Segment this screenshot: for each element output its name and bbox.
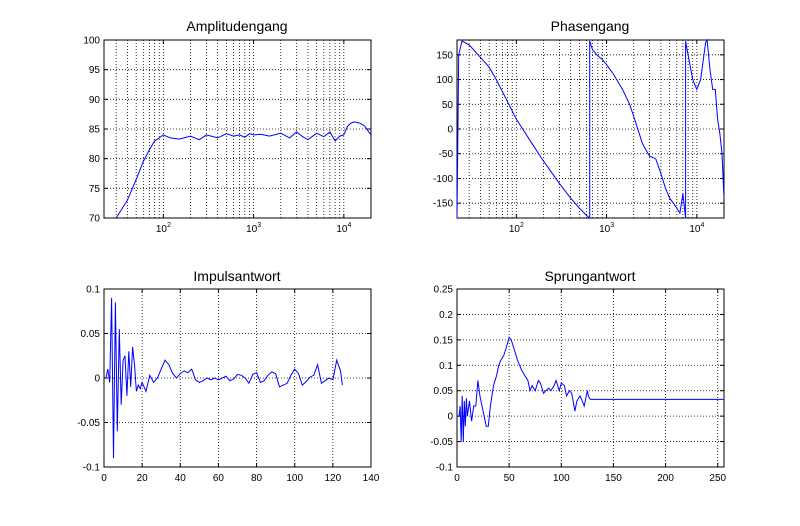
y-tick-label: 0 bbox=[447, 412, 453, 423]
y-tick-label: -0.1 bbox=[436, 463, 454, 474]
series-layer bbox=[105, 297, 343, 459]
axes-box bbox=[456, 39, 725, 219]
series-line bbox=[115, 121, 372, 219]
series-line bbox=[105, 297, 343, 459]
axes-box bbox=[103, 288, 372, 468]
x-tick-label: 100 bbox=[286, 473, 303, 484]
y-tick-label: 0.05 bbox=[81, 329, 101, 340]
x-tick-label: 0 bbox=[101, 473, 107, 484]
y-tick-label: -150 bbox=[433, 199, 453, 210]
plot-title: Amplitudengang bbox=[186, 18, 287, 34]
tick-layer: -150 -100 -50 0 50 100 150 102 103 104 bbox=[433, 40, 724, 235]
x-tick-label: 120 bbox=[325, 473, 342, 484]
y-tick-label: -0.05 bbox=[77, 418, 100, 429]
axes-box bbox=[103, 39, 372, 219]
tick-layer: -0.1 -0.05 0 0.05 0.1 0 20 40 60 80 100 120 140 bbox=[77, 285, 380, 485]
axes-box bbox=[456, 288, 725, 468]
series-layer bbox=[115, 121, 372, 219]
x-tick-label: 102 bbox=[509, 222, 524, 235]
x-tick-label: 150 bbox=[605, 473, 622, 484]
y-tick-label: 90 bbox=[89, 95, 101, 106]
x-tick-label: 104 bbox=[689, 222, 704, 235]
y-tick-label: 0.15 bbox=[434, 335, 454, 346]
x-tick-label: 100 bbox=[553, 473, 570, 484]
x-tick-label: 102 bbox=[156, 222, 171, 235]
y-tick-label: 0 bbox=[94, 374, 100, 385]
grid-layer bbox=[104, 289, 371, 467]
x-tick-label: 60 bbox=[213, 473, 225, 484]
plot-amplitudengang: Amplitudengang 70 75 80 85 90 95 100 102 103 104 bbox=[83, 18, 372, 235]
y-tick-label: 0.25 bbox=[434, 285, 454, 296]
x-tick-label: 104 bbox=[336, 222, 351, 235]
x-tick-label: 20 bbox=[137, 473, 149, 484]
plot-title: Impulsantwort bbox=[193, 268, 280, 284]
x-tick-label: 40 bbox=[175, 473, 187, 484]
y-tick-label: 80 bbox=[89, 154, 101, 165]
y-tick-label: 0.2 bbox=[439, 310, 453, 321]
y-tick-label: 85 bbox=[89, 125, 101, 136]
plot-phasengang: Phasengang -150 -100 -50 0 50 100 150 102 103 104 bbox=[433, 18, 725, 235]
grid-layer bbox=[457, 289, 724, 467]
y-tick-label: -0.1 bbox=[83, 463, 101, 474]
y-tick-label: 0.1 bbox=[86, 285, 100, 296]
series-layer bbox=[456, 38, 725, 220]
x-tick-label: 50 bbox=[504, 473, 516, 484]
series-line bbox=[457, 336, 724, 442]
y-tick-label: -50 bbox=[439, 149, 454, 160]
x-tick-label: 250 bbox=[709, 473, 726, 484]
plot-impulsantwort: Impulsantwort -0.1 -0.05 0 0.05 0.1 0 20 40 60 80… bbox=[77, 268, 380, 484]
x-tick-label: 103 bbox=[599, 222, 614, 235]
grid-layer bbox=[457, 40, 724, 218]
tick-layer: 70 75 80 85 90 95 100 102 103 104 bbox=[83, 36, 371, 235]
plot-title: Sprungantwort bbox=[544, 268, 635, 284]
x-tick-label: 200 bbox=[657, 473, 674, 484]
x-tick-label: 103 bbox=[246, 222, 261, 235]
y-tick-label: 100 bbox=[436, 75, 453, 86]
y-tick-label: 0.05 bbox=[434, 386, 454, 397]
plot-title: Phasengang bbox=[551, 18, 630, 34]
y-tick-label: 100 bbox=[83, 36, 100, 47]
y-tick-label: 75 bbox=[89, 184, 101, 195]
y-tick-label: 95 bbox=[89, 65, 101, 76]
y-tick-label: 70 bbox=[89, 214, 101, 225]
y-tick-label: 0.1 bbox=[439, 361, 453, 372]
y-tick-label: 0 bbox=[447, 125, 453, 136]
grid-layer bbox=[104, 40, 371, 218]
y-tick-label: -100 bbox=[433, 174, 453, 185]
series-line bbox=[456, 38, 725, 220]
series-layer bbox=[457, 336, 724, 442]
x-tick-label: 80 bbox=[251, 473, 263, 484]
y-tick-label: 50 bbox=[442, 100, 454, 111]
y-tick-label: -0.05 bbox=[430, 437, 453, 448]
x-tick-label: 0 bbox=[454, 473, 460, 484]
tick-layer: -0.1 -0.05 0 0.05 0.1 0.15 0.2 0.25 0 50 100 150 200… bbox=[430, 285, 726, 485]
x-tick-label: 140 bbox=[363, 473, 380, 484]
plot-sprungantwort: Sprungantwort -0.1 -0.05 0 0.05 0.1 0.15 0.2 0.… bbox=[430, 268, 726, 484]
y-tick-label: 150 bbox=[436, 50, 453, 61]
